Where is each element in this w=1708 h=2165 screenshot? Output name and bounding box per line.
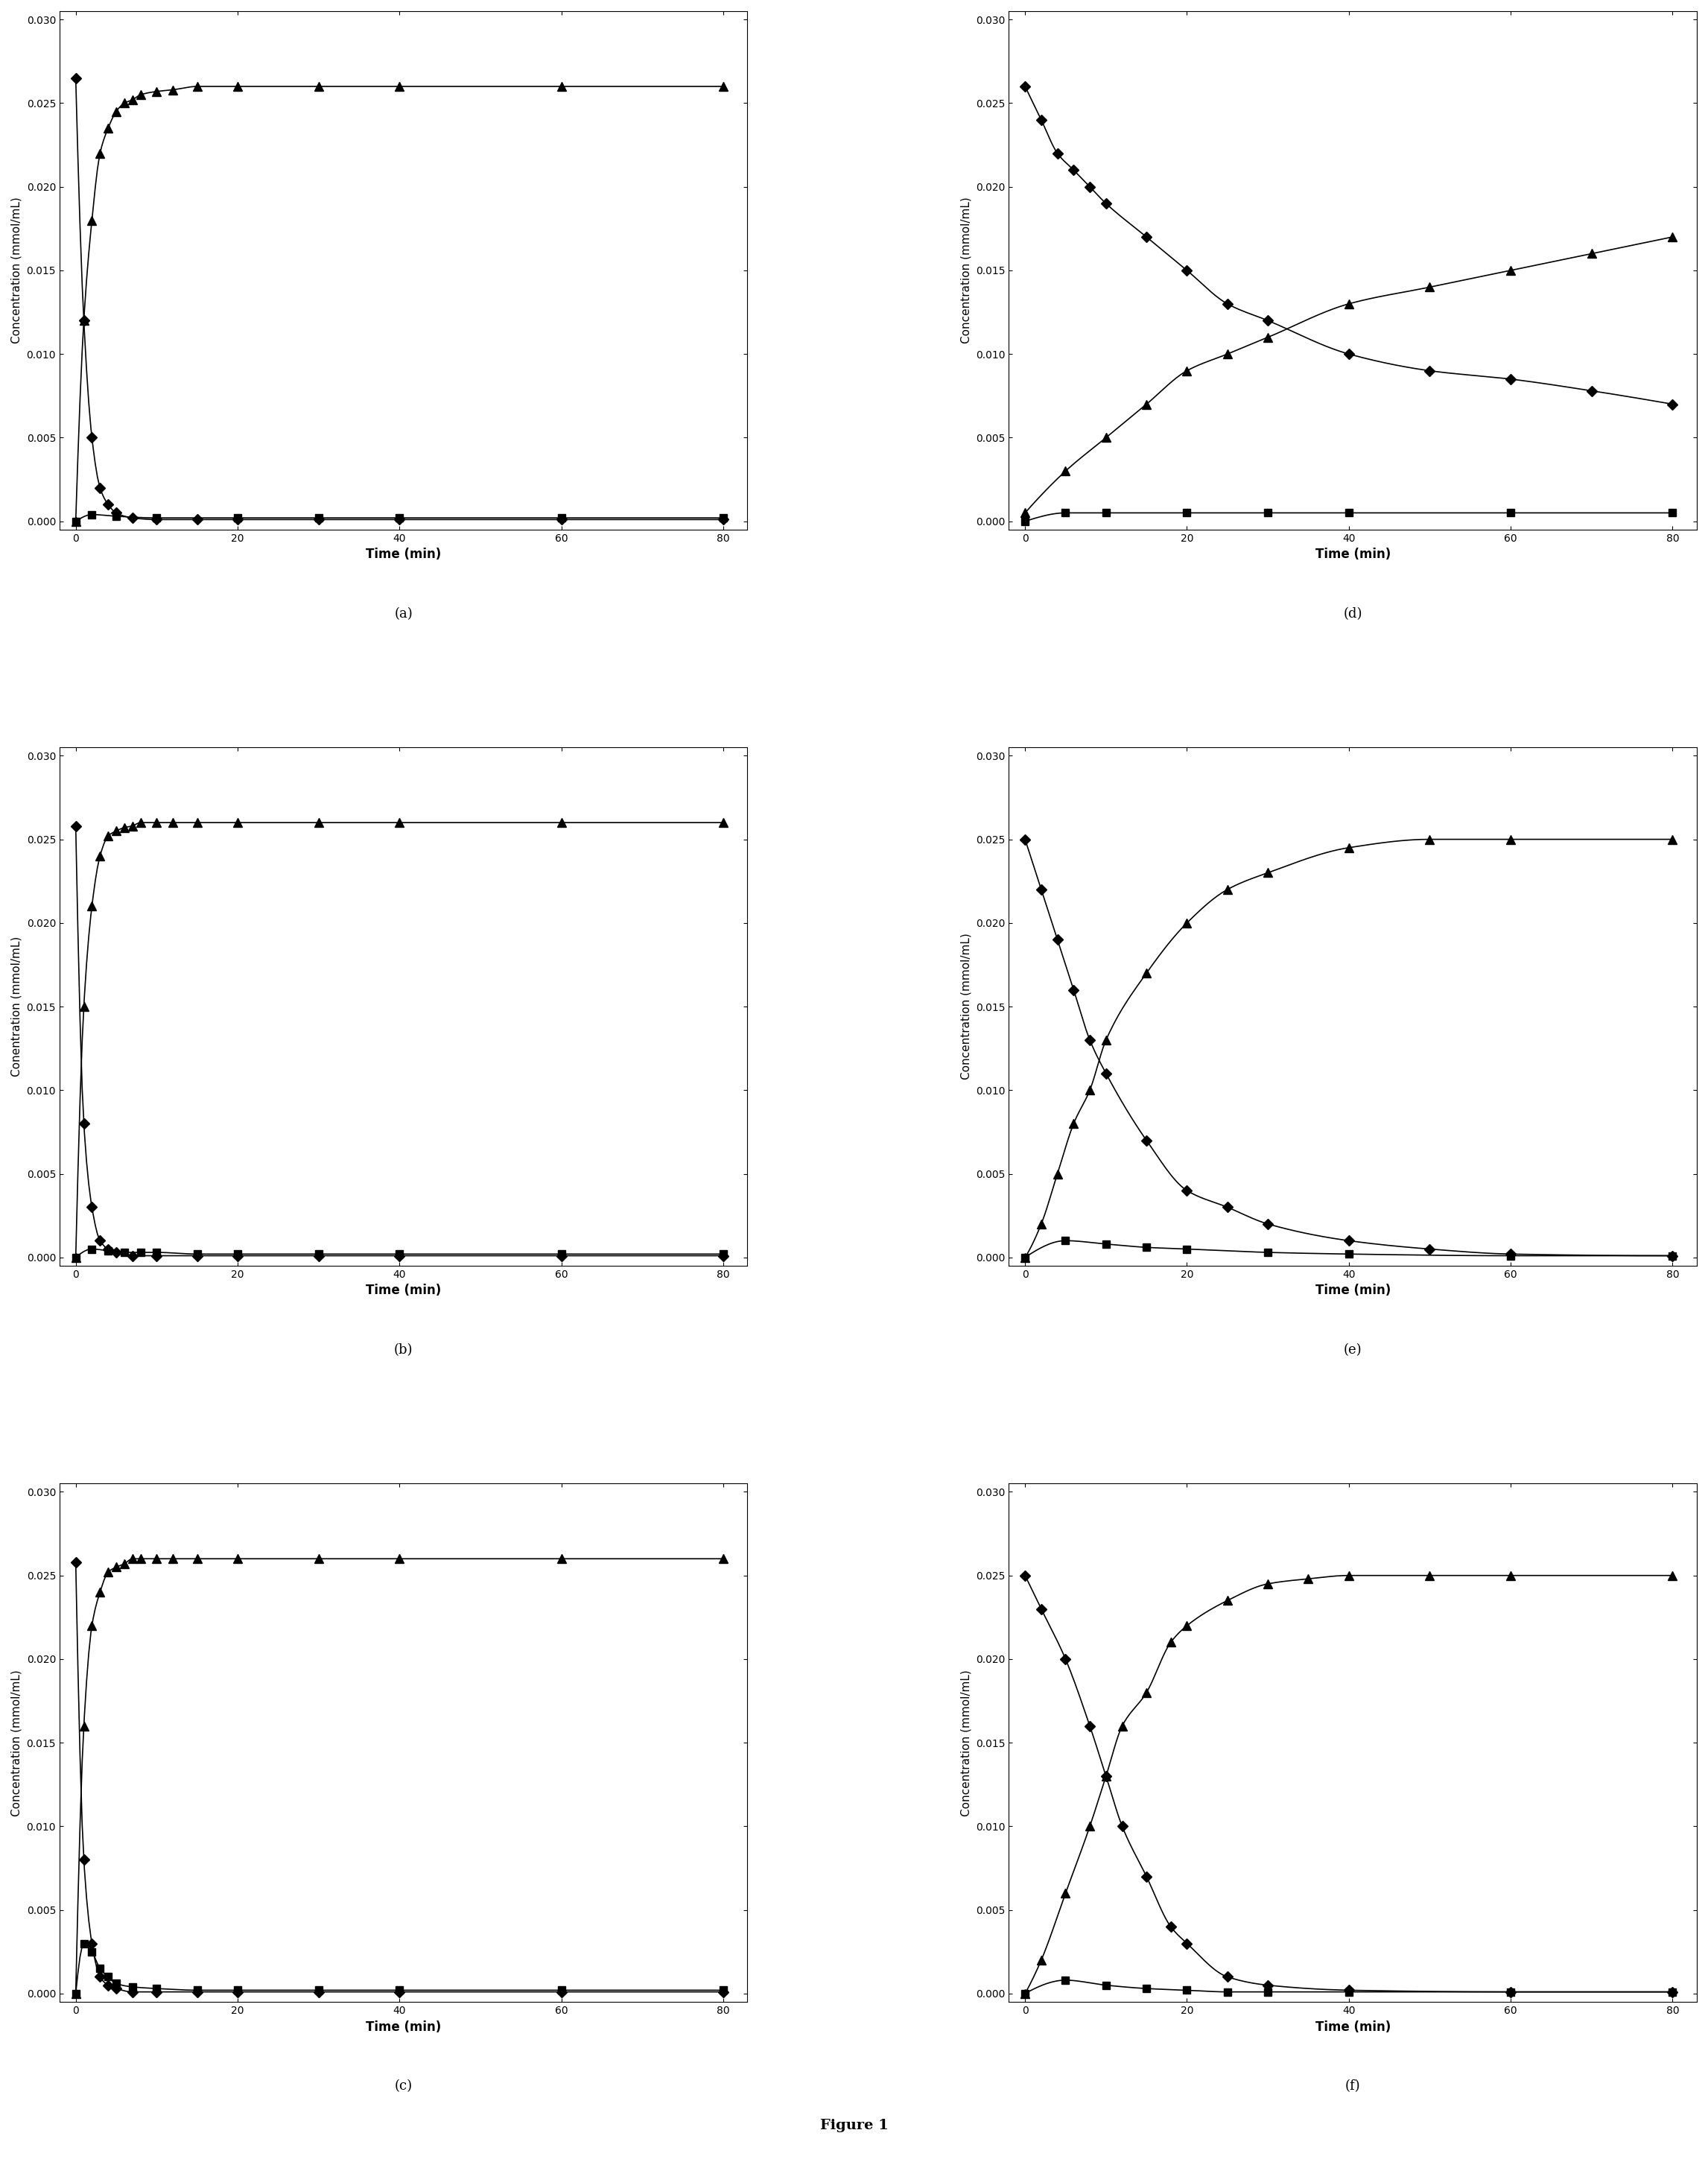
Text: (e): (e) bbox=[1344, 1344, 1361, 1357]
Text: Figure 1: Figure 1 bbox=[820, 2120, 888, 2133]
X-axis label: Time (min): Time (min) bbox=[366, 2020, 441, 2033]
X-axis label: Time (min): Time (min) bbox=[366, 1284, 441, 1297]
Y-axis label: Concentration (mmol/mL): Concentration (mmol/mL) bbox=[12, 1669, 22, 1816]
X-axis label: Time (min): Time (min) bbox=[1315, 548, 1390, 561]
Y-axis label: Concentration (mmol/mL): Concentration (mmol/mL) bbox=[960, 1669, 972, 1816]
X-axis label: Time (min): Time (min) bbox=[1315, 1284, 1390, 1297]
Y-axis label: Concentration (mmol/mL): Concentration (mmol/mL) bbox=[960, 933, 972, 1080]
Text: (f): (f) bbox=[1346, 2081, 1361, 2094]
Y-axis label: Conentration (mmol/mL): Conentration (mmol/mL) bbox=[12, 937, 22, 1076]
Text: (d): (d) bbox=[1344, 608, 1363, 621]
Text: (b): (b) bbox=[395, 1344, 413, 1357]
Y-axis label: Concentration (mmol/mL): Concentration (mmol/mL) bbox=[12, 197, 22, 344]
Y-axis label: Concentration (mmol/mL): Concentration (mmol/mL) bbox=[960, 197, 972, 344]
X-axis label: Time (min): Time (min) bbox=[366, 548, 441, 561]
Text: (a): (a) bbox=[395, 608, 413, 621]
Text: (c): (c) bbox=[395, 2081, 413, 2094]
X-axis label: Time (min): Time (min) bbox=[1315, 2020, 1390, 2033]
